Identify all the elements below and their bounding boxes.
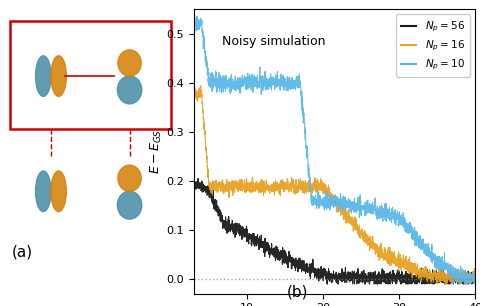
- Ellipse shape: [51, 171, 66, 212]
- Ellipse shape: [117, 76, 142, 104]
- Text: (b): (b): [287, 285, 308, 300]
- Bar: [10, 21, 170, 129]
- Ellipse shape: [117, 191, 142, 219]
- Ellipse shape: [36, 171, 51, 212]
- Ellipse shape: [36, 56, 51, 96]
- Legend: $N_p = 56$, $N_p = 16$, $N_p = 10$: $N_p = 56$, $N_p = 16$, $N_p = 10$: [396, 14, 470, 77]
- Ellipse shape: [51, 56, 66, 96]
- Text: (a): (a): [12, 244, 33, 259]
- Y-axis label: $E - E_{GS}$: $E - E_{GS}$: [148, 129, 164, 174]
- Ellipse shape: [118, 50, 141, 76]
- Text: Noisy simulation: Noisy simulation: [222, 35, 325, 48]
- Ellipse shape: [118, 165, 141, 192]
